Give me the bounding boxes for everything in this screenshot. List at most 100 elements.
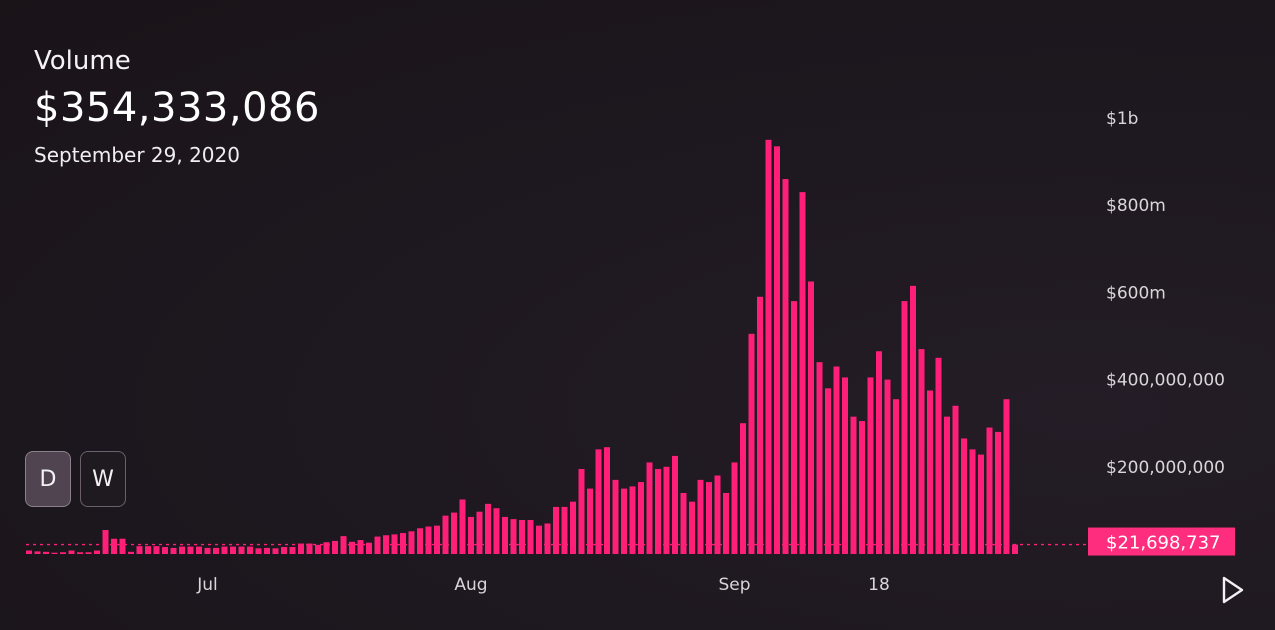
volume-bar [638,482,644,554]
volume-bar [680,492,687,554]
volume-bar [791,301,797,554]
volume-bar [502,516,508,554]
volume-bar [519,519,525,554]
volume-bar [935,357,942,554]
volume-bar [434,525,440,554]
metric-value: $354,333,086 [34,85,320,131]
volume-bar [884,379,891,554]
volume-bar [927,390,933,554]
volume-bar [468,516,474,554]
volume-header: Volume $354,333,086 September 29, 2020 [34,44,320,168]
volume-bar [782,179,789,555]
volume-bar [714,475,721,554]
volume-bar [833,366,840,554]
volume-bar [60,552,66,554]
volume-bar [621,488,627,554]
volume-bar [561,506,568,554]
current-value-badge [1088,527,1235,556]
volume-bar [689,501,695,554]
volume-bar [723,492,729,554]
metric-date: September 29, 2020 [34,143,240,167]
volume-bar [952,405,959,554]
volume-bar [179,546,185,554]
volume-bar [706,482,712,554]
volume-bar [842,377,848,554]
volume-bar [102,530,109,554]
volume-bar [51,552,58,554]
volume-bar [655,468,661,554]
volume-bar [26,550,32,554]
x-axis-tick-label: Sep [718,575,750,595]
volume-bar [400,533,406,554]
volume-bar [536,525,542,554]
volume-bar [672,455,678,554]
volume-bar [272,548,279,554]
x-axis-tick-label: Jul [196,575,218,595]
volume-bar [230,546,236,554]
volume-bar [43,551,49,554]
volume-bar [544,523,551,554]
y-axis-tick-label: $400,000,000 [1106,371,1225,391]
volume-bar [162,547,168,554]
volume-bar [196,546,202,554]
volume-bar [68,550,75,554]
volume-bar [629,486,636,554]
volume-bar [306,543,313,554]
volume-bar [808,281,814,554]
volume-bar [255,548,262,554]
volume-bar [995,431,1001,554]
volume-bar [910,285,916,554]
volume-bar [612,479,619,554]
timeframe-weekly-button[interactable]: W [80,451,126,507]
volume-bar [145,546,151,554]
volume-bar [850,416,857,554]
volume-bar [357,540,364,554]
volume-bar [187,546,194,554]
volume-bar [289,547,296,554]
play-icon [1222,576,1244,604]
y-axis-tick-label: $600m [1106,283,1166,303]
volume-bar [961,438,967,554]
volume-bar [570,501,576,554]
volume-bar [315,544,321,554]
volume-bar [170,547,177,554]
volume-bar [969,449,976,554]
volume-bar [901,301,908,554]
volume-bar [247,546,253,554]
volume-bar [918,349,925,554]
current-value-label: $21,698,737 [1106,533,1221,554]
volume-bar [510,519,517,554]
play-button[interactable] [1218,574,1248,606]
volume-bar [1003,399,1010,554]
volume-bar [451,512,457,554]
volume-bar [697,479,704,554]
volume-bar [825,388,831,554]
volume-bar [893,399,899,554]
volume-bar [85,552,92,554]
volume-bar [264,547,270,554]
volume-bar [153,546,160,554]
volume-bar [128,551,134,554]
volume-bar [1012,544,1018,554]
volume-bar [740,423,746,554]
metric-label: Volume [34,46,131,76]
volume-bar [986,427,993,554]
volume-bar [859,421,865,554]
volume-bar [136,546,143,554]
volume-bar [77,552,83,554]
y-axis-tick-label: $1b [1106,109,1138,129]
volume-bar [332,540,338,554]
volume-bar [595,449,602,554]
timeframe-daily-button[interactable]: D [25,451,71,507]
volume-bar [944,416,950,554]
volume-bar [527,519,534,554]
volume-bar [349,541,355,554]
volume-bar [391,534,398,554]
volume-bar [578,468,585,554]
volume-bar [238,546,245,554]
volume-bar [604,447,610,554]
volume-bar [366,542,372,554]
x-axis-tick-label: 18 [868,575,890,595]
volume-bar [119,538,126,554]
